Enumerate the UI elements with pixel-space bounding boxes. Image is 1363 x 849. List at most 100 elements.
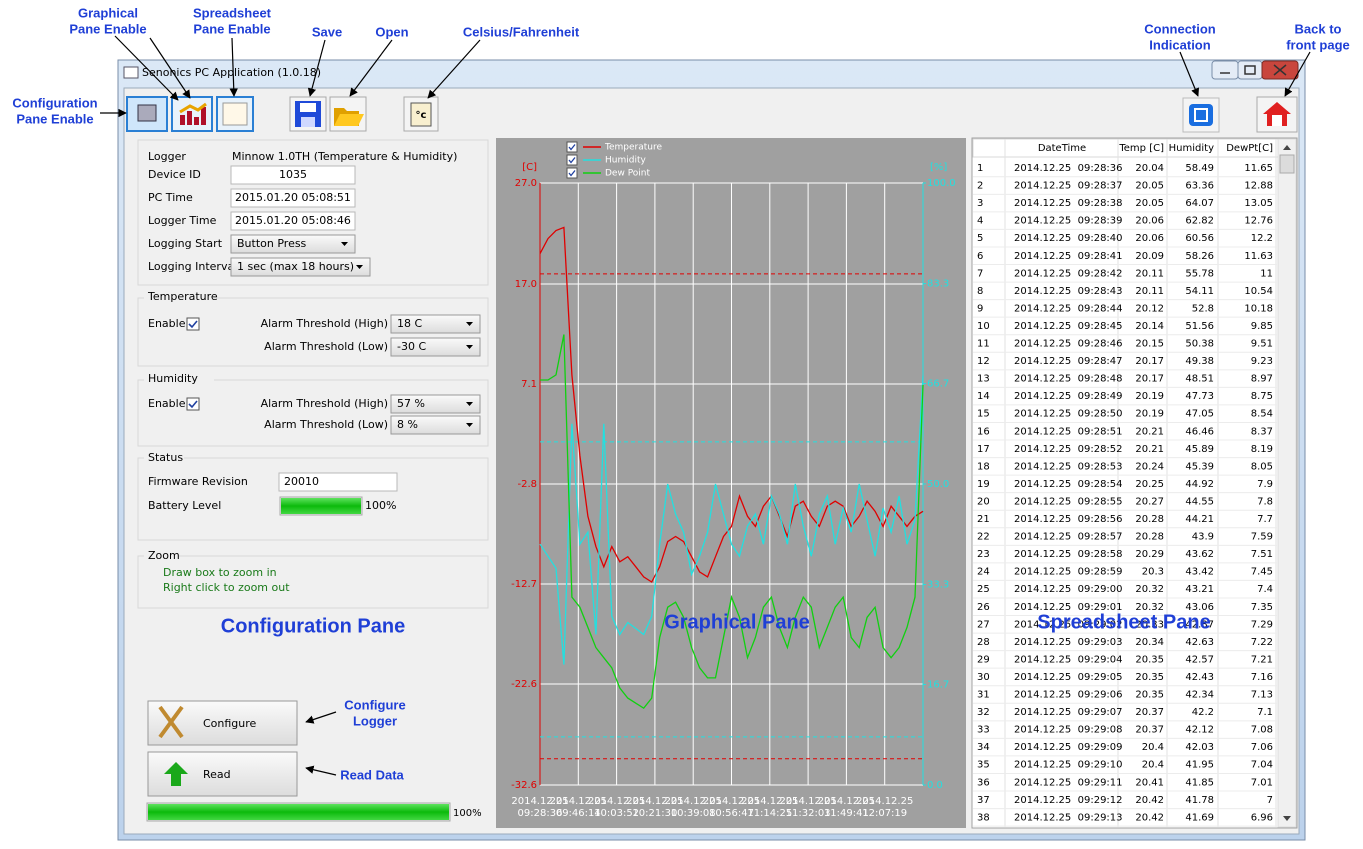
cell: 20.35 [1135,672,1164,683]
y-tick-label: -2.8 [517,479,537,490]
cell: 2014.12.25 09:28:49 [1014,391,1123,402]
x-tick-label: 09:46:14 [556,808,601,819]
cell: 20.12 [1135,303,1164,314]
annotation: Configuration [12,95,97,110]
dropdown-arrow [466,322,473,326]
text-field[interactable] [230,165,356,185]
cell: 20.15 [1135,339,1164,350]
x-tick-label: 10:39:08 [671,808,716,819]
y-tick-label: 7.1 [521,379,537,390]
y2-tick-label: 100.0 [927,178,956,189]
cell: 2014.12.25 09:28:51 [1014,426,1123,437]
series-line [539,375,924,665]
legend-checkbox[interactable] [566,154,578,166]
maximize-button[interactable] [1237,60,1263,80]
dropdown[interactable] [230,234,356,254]
cell: 42.43 [1185,672,1214,683]
cell: 2014.12.25 09:29:12 [1014,795,1123,806]
cell: 7.59 [1251,532,1273,543]
scrollbar[interactable] [1277,138,1297,828]
row-number: 38 [977,812,990,823]
label: Alarm Threshold (High) [261,317,388,330]
cell: 8.54 [1251,409,1273,420]
cell: 2014.12.25 09:28:46 [1014,339,1123,350]
cell: 43.9 [1192,532,1214,543]
cell: 8.05 [1251,461,1273,472]
cell: 52.8 [1192,303,1214,314]
row-number: 19 [977,479,990,490]
cell: 2014.12.25 09:28:43 [1014,286,1123,297]
annotation: front page [1286,37,1350,52]
pane-label: Spreadsheet Pane [1037,611,1210,633]
cell: 2014.12.25 09:28:44 [1014,303,1123,314]
cell: 2014.12.25 09:28:37 [1014,181,1123,192]
zoom-hint: Draw box to zoom in [163,566,277,579]
cell: 44.92 [1185,479,1214,490]
legend-checkbox[interactable] [566,141,578,153]
legend-checkbox[interactable] [566,167,578,179]
text-field[interactable] [230,188,356,208]
humidity-group [137,379,489,447]
cell: 13.05 [1244,198,1273,209]
checkbox[interactable] [186,317,200,331]
cell: 2014.12.25 09:28:42 [1014,268,1123,279]
scroll-thumb[interactable] [1279,154,1295,174]
window-title: Senonics PC Application (1.0.18) [142,66,321,79]
cell: 2014.12.25 09:28:53 [1014,461,1123,472]
x-tick-label: 2014.12.25 [703,796,760,807]
dropdown[interactable] [230,257,371,277]
dropdown[interactable] [390,337,481,357]
cell: 2014.12.25 09:28:59 [1014,567,1123,578]
dropdown[interactable] [390,314,481,334]
cell: 7.06 [1251,742,1273,753]
group-title: Temperature [147,290,218,303]
annotation-arrows [100,35,1311,776]
cell: 20.37 [1135,725,1164,736]
group-title: Status [148,451,183,464]
checkbox-label: Enable [148,317,186,330]
cell: 48.51 [1185,374,1214,385]
annotation: Pane Enable [193,21,270,36]
field-value: 2015.01.20 05:08:51 [235,191,351,204]
cell: 2014.12.25 09:29:03 [1014,637,1123,648]
cell: 55.78 [1185,268,1214,279]
text-field[interactable] [230,211,356,231]
cell: 43.06 [1185,602,1214,613]
cell: 63.36 [1185,181,1214,192]
cell: 20.21 [1135,444,1164,455]
cell: 7.8 [1257,496,1273,507]
cell: 10.18 [1244,303,1273,314]
minimize-button[interactable] [1211,60,1239,80]
x-tick-label: 10:21:30 [632,808,677,819]
cell: 20.4 [1142,760,1164,771]
scroll-down [1283,816,1291,821]
y2-tick-label: 83.3 [927,279,949,290]
cell: 62.82 [1185,216,1214,227]
dropdown[interactable] [390,394,481,414]
cell: 10.54 [1244,286,1273,297]
cell: 49.38 [1185,356,1214,367]
checkbox[interactable] [186,397,200,411]
series-line [539,226,924,583]
annotation: Connection [1144,21,1216,36]
cell: 20.29 [1135,549,1164,560]
x-tick-label: 2014.12.25 [588,796,645,807]
y-axis-label: [C] [522,162,537,173]
status-group [137,457,489,541]
annotation: Indication [1149,37,1210,52]
annotation: Configure [344,697,405,712]
cell: 11 [1260,268,1273,279]
button-label: Read [203,768,231,781]
cell: 41.95 [1185,760,1214,771]
row-number: 2 [977,181,983,192]
dropdown[interactable] [390,415,481,435]
y-tick-label: 27.0 [515,178,537,189]
dropdown-arrow [356,265,363,269]
column-header: DateTime [1038,143,1086,154]
y2-tick-label: 33.3 [927,580,949,591]
cell: 11.65 [1244,163,1273,174]
cell: 2014.12.25 09:29:06 [1014,690,1123,701]
row-number: 37 [977,795,990,806]
dropdown-arrow [341,242,348,246]
